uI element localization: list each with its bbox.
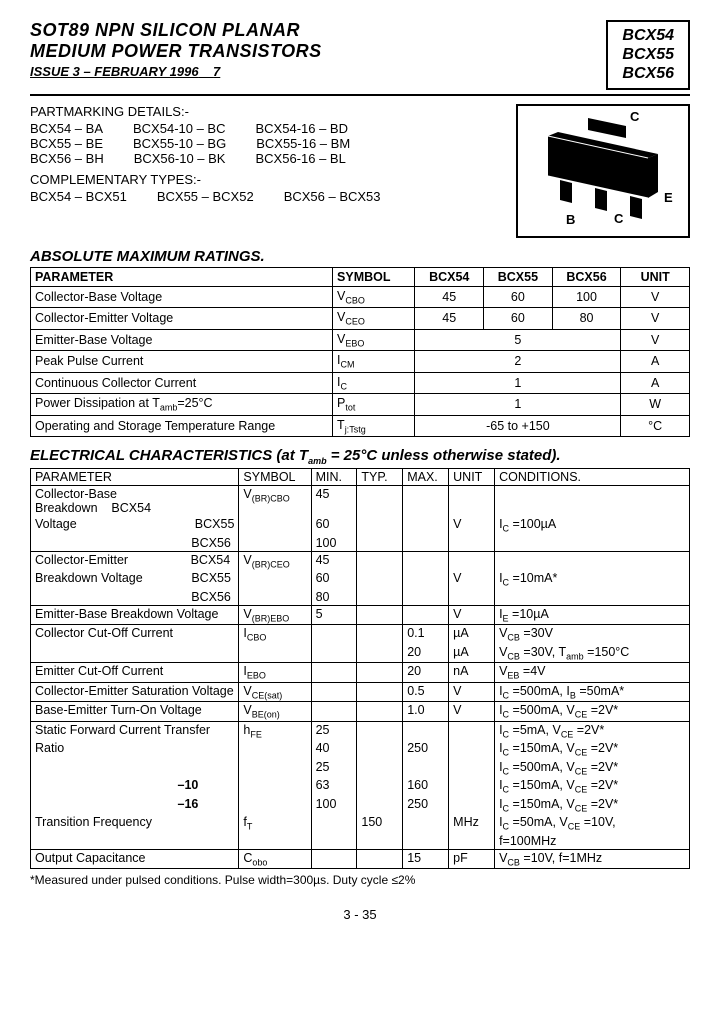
table-row: Collector-Emitter VoltageVCEO456080V xyxy=(31,308,690,330)
table-row: Operating and Storage Temperature RangeT… xyxy=(31,415,690,437)
page-number: 3 - 35 xyxy=(30,907,690,922)
part-number-box: BCX54 BCX55 BCX56 xyxy=(606,20,690,90)
marking-row: BCX56 – BH BCX56-10 – BK BCX56-16 – BL xyxy=(30,151,506,166)
table-row: Voltage BCX5560VIC =100µA xyxy=(31,516,690,535)
table-row: PARAMETERSYMBOL MIN.TYP.MAX.UNIT CONDITI… xyxy=(31,469,690,486)
complementary-row: BCX54 – BCX51 BCX55 – BCX52 BCX56 – BCX5… xyxy=(30,189,506,204)
table-row: Output CapacitanceCobo15pFVCB =10V, f=1M… xyxy=(31,849,690,869)
table-row: Emitter-Base Breakdown VoltageV(BR)EBO5V… xyxy=(31,605,690,625)
pin-c-top: C xyxy=(630,109,640,124)
table-row: –16100250IC =150mA, VCE =2V* xyxy=(31,796,690,815)
table-row: Breakdown Voltage BCX5560VIC =10mA* xyxy=(31,570,690,589)
table-row: Base-Emitter Turn-On VoltageVBE(on)1.0VI… xyxy=(31,702,690,722)
table-row: 25IC =500mA, VCE =2V* xyxy=(31,759,690,778)
table-row: Collector-Emitter Saturation VoltageVCE(… xyxy=(31,682,690,702)
table-row: Collector Cut-Off CurrentICBO0.1µAVCB =3… xyxy=(31,625,690,644)
divider xyxy=(30,94,690,96)
ec-title: ELECTRICAL CHARACTERISTICS (at Tamb = 25… xyxy=(30,447,690,466)
issue-line: ISSUE 3 – FEBRUARY 1996 7 xyxy=(30,64,322,79)
pin-b: B xyxy=(566,212,575,227)
footnote: *Measured under pulsed conditions. Pulse… xyxy=(30,873,690,887)
table-row: Transition FrequencyfT150MHzIC =50mA, VC… xyxy=(31,814,690,833)
table-row: 20µAVCB =30V, Tamb =150°C xyxy=(31,644,690,663)
table-row: Emitter-Base VoltageVEBO5V xyxy=(31,329,690,351)
table-row: Continuous Collector CurrentIC1A xyxy=(31,372,690,394)
table-row: Power Dissipation at Tamb=25°CPtot1W xyxy=(31,394,690,416)
table-row: f=100MHz xyxy=(31,833,690,850)
amr-title: ABSOLUTE MAXIMUM RATINGS. xyxy=(30,248,690,265)
table-row: Collector-Emitter BCX54V(BR)CEO45 xyxy=(31,551,690,570)
title-line2: MEDIUM POWER TRANSISTORS xyxy=(30,41,322,62)
table-row: Collector-Base VoltageVCBO4560100V xyxy=(31,286,690,308)
table-row: Emitter Cut-Off CurrentIEBO20nAVEB =4V xyxy=(31,663,690,683)
title-line1: SOT89 NPN SILICON PLANAR xyxy=(30,20,322,41)
ec-table: PARAMETERSYMBOL MIN.TYP.MAX.UNIT CONDITI… xyxy=(30,468,690,869)
table-row: –1063160IC =150mA, VCE =2V* xyxy=(31,777,690,796)
table-row: BCX56100 xyxy=(31,535,690,552)
table-row: Static Forward Current TransferhFE25IC =… xyxy=(31,721,690,740)
marking-row: BCX55 – BE BCX55-10 – BG BCX55-16 – BM xyxy=(30,136,506,151)
pin-e: E xyxy=(664,190,673,205)
marking-row: BCX54 – BA BCX54-10 – BC BCX54-16 – BD xyxy=(30,121,506,136)
amr-table: PARAMETER SYMBOL BCX54 BCX55 BCX56 UNIT … xyxy=(30,267,690,438)
pin-c-bot: C xyxy=(614,211,624,226)
package-diagram: C E C B xyxy=(516,104,690,238)
table-row: Collector-Base Breakdown BCX54V(BR)CBO45 xyxy=(31,486,690,517)
table-row: BCX5680 xyxy=(31,589,690,606)
table-row: PARAMETER SYMBOL BCX54 BCX55 BCX56 UNIT xyxy=(31,267,690,286)
table-row: Ratio40250IC =150mA, VCE =2V* xyxy=(31,740,690,759)
table-row: Peak Pulse CurrentICM2A xyxy=(31,351,690,373)
